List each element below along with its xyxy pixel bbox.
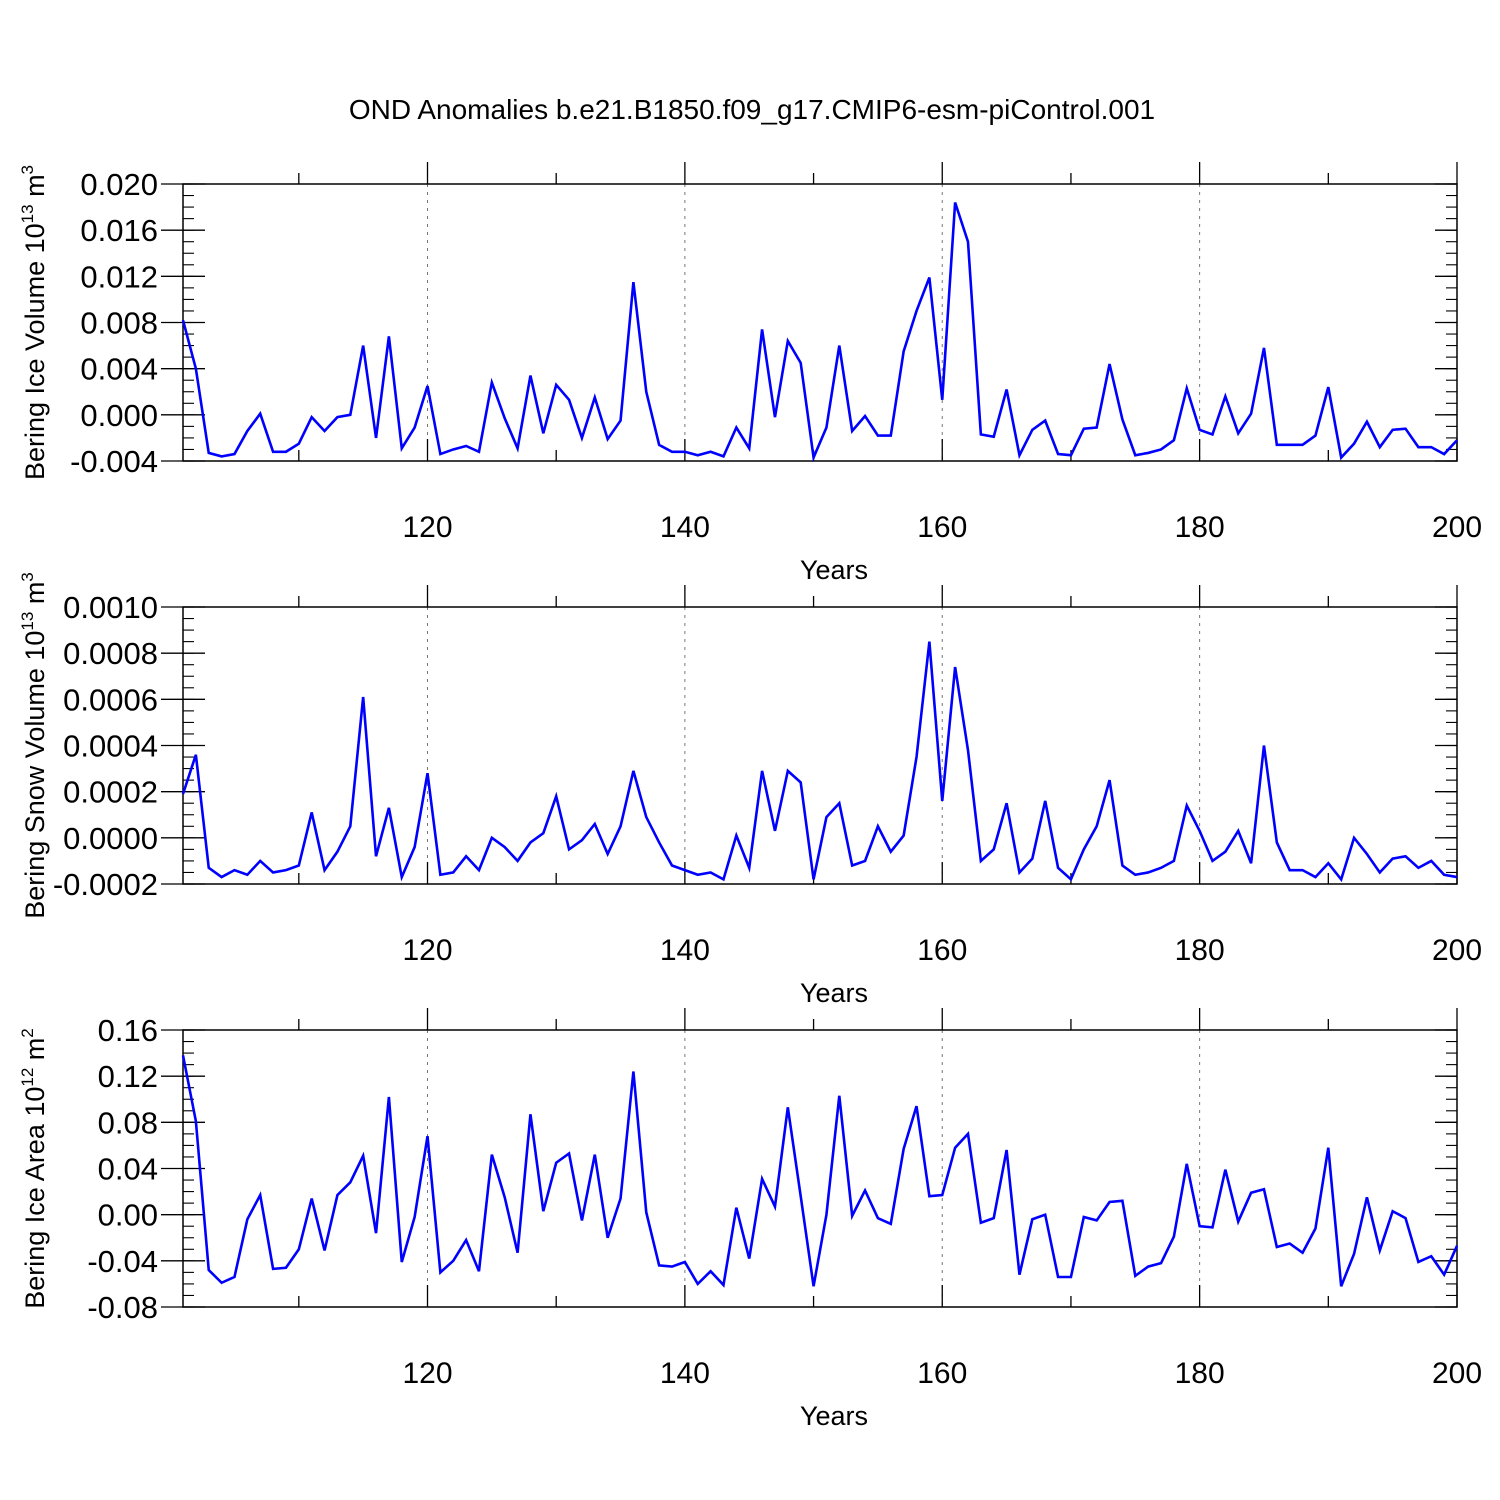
y-axis-label-exponent: 13	[18, 612, 37, 631]
x-tick-label: 120	[402, 511, 452, 544]
y-axis-label-unit-exponent: 3	[18, 165, 37, 174]
figure-title: OND Anomalies b.e21.B1850.f09_g17.CMIP6-…	[349, 94, 1155, 125]
y-tick-label: 0.004	[80, 352, 158, 387]
x-tick-label: 180	[1175, 1357, 1225, 1390]
x-tick-label: 200	[1432, 934, 1482, 967]
x-axis-label: Years	[800, 1401, 868, 1431]
y-axis-label-exponent: 12	[18, 1068, 37, 1087]
y-tick-label: 0.00	[98, 1198, 158, 1233]
series-line	[181, 1055, 1459, 1288]
y-axis-label-unit: m	[20, 1038, 50, 1068]
x-tick-label: 180	[1175, 934, 1225, 967]
y-tick-label: 0.012	[80, 259, 158, 294]
y-axis-label-unit-exponent: 3	[18, 572, 37, 581]
y-axis-label-exponent: 13	[18, 204, 37, 223]
x-tick-label: 140	[660, 934, 710, 967]
y-axis-label-unit: m	[20, 582, 50, 612]
y-tick-label: 0.08	[98, 1105, 158, 1140]
panel-3: 120 140 160 180 200 -0.08 -0.04 0.00 0.04 0.08 0.1…	[18, 1008, 1482, 1431]
y-tick-label: 0.0010	[63, 590, 158, 625]
y-tick-label: -0.08	[87, 1290, 158, 1325]
panel-2: 120 140 160 180 200 -0.0002 0.0000 0.0002 0.0004…	[18, 572, 1482, 1008]
y-tick-label: 0.0006	[63, 682, 158, 717]
y-axis-label: Bering Ice Area 1012 m2	[18, 1028, 50, 1309]
y-tick-label: 0.020	[80, 167, 158, 202]
x-tick-label: 200	[1432, 1357, 1482, 1390]
y-tick-label: 0.12	[98, 1059, 158, 1094]
x-tick-label: 160	[917, 934, 967, 967]
y-axis-label: Bering Ice Volume 1013 m3	[18, 165, 50, 480]
y-axis-label: Bering Snow Volume 1013 m3	[18, 572, 50, 919]
y-axis-label-main: Bering Snow Volume 10	[20, 631, 50, 919]
x-tick-label: 160	[917, 1357, 967, 1390]
x-tick-label: 120	[402, 934, 452, 967]
x-tick-label: 200	[1432, 511, 1482, 544]
y-axis-label-main: Bering Ice Volume 10	[20, 223, 50, 480]
series-line	[181, 202, 1458, 463]
x-axis-label: Years	[800, 978, 868, 1008]
series-line	[181, 641, 1458, 883]
x-axis-label: Years	[800, 555, 868, 585]
y-tick-label: 0.0002	[63, 775, 158, 810]
panel-1: 120 140 160 180 200 -0.004 0.000 0.004 0.008 0.01…	[18, 162, 1482, 585]
x-tick-label: 140	[660, 511, 710, 544]
y-tick-label: 0.16	[98, 1013, 158, 1048]
y-tick-label: -0.04	[87, 1244, 158, 1279]
y-axis-label-unit-exponent: 2	[18, 1028, 37, 1037]
y-tick-label: 0.0000	[63, 821, 158, 856]
y-axis-label-main: Bering Ice Area 10	[20, 1087, 50, 1309]
x-tick-label: 140	[660, 1357, 710, 1390]
y-tick-label: 0.0004	[63, 729, 158, 764]
y-tick-label: -0.004	[70, 444, 158, 479]
x-tick-label: 120	[402, 1357, 452, 1390]
y-tick-label: 0.000	[80, 398, 158, 433]
x-tick-label: 180	[1175, 511, 1225, 544]
y-tick-label: -0.0002	[53, 867, 158, 902]
y-tick-label: 0.0008	[63, 636, 158, 671]
chart-panels: 120 140 160 180 200 -0.004 0.000 0.004 0.008 0.01…	[18, 162, 1482, 1431]
y-tick-label: 0.04	[98, 1152, 158, 1187]
y-tick-label: 0.008	[80, 306, 158, 341]
y-axis-label-unit: m	[20, 174, 50, 204]
y-tick-label: 0.016	[80, 213, 158, 248]
x-tick-label: 160	[917, 511, 967, 544]
